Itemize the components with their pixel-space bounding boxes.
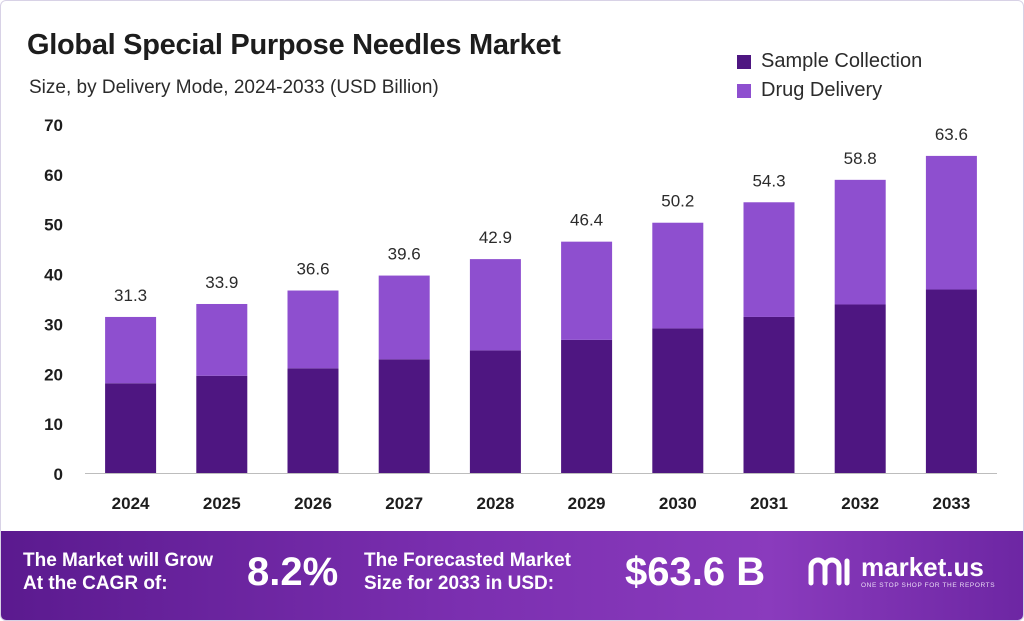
chart-title: Global Special Purpose Needles Market	[27, 29, 561, 61]
y-tick-label: 10	[44, 415, 63, 434]
legend-swatch-drug-delivery	[737, 83, 751, 98]
bar-sample-collection	[743, 316, 795, 473]
forecast-label-line1: The Forecasted Market	[364, 550, 571, 571]
legend: Sample Collection Drug Delivery	[737, 47, 922, 105]
bar-total-label: 31.3	[114, 286, 147, 305]
cagr-label-line1: The Market will Grow	[23, 550, 214, 571]
cagr-value: 8.2%	[247, 550, 339, 594]
legend-label-sample-collection: Sample Collection	[761, 50, 923, 72]
bar-sample-collection	[561, 339, 613, 473]
bar-drug-delivery	[561, 241, 613, 340]
bar-total-label: 46.4	[570, 211, 603, 230]
bar-total-label: 36.6	[296, 260, 329, 279]
bar-sample-collection	[196, 375, 248, 473]
bar-total-label: 54.3	[752, 171, 785, 190]
x-tick-label: 2030	[659, 494, 697, 513]
y-tick-label: 40	[44, 266, 63, 285]
legend-label-drug-delivery: Drug Delivery	[761, 79, 883, 101]
x-tick-label: 2024	[112, 494, 150, 513]
x-tick-label: 2033	[932, 494, 970, 513]
y-tick-label: 60	[44, 166, 63, 185]
bar-drug-delivery	[834, 179, 886, 305]
forecast-label: The Forecasted Market Size for 2033 in U…	[364, 549, 571, 595]
summary-banner: The Market will Grow At the CAGR of: 8.2…	[1, 531, 1023, 620]
bar-drug-delivery	[469, 259, 521, 351]
chart-subtitle: Size, by Delivery Mode, 2024-2033 (USD B…	[29, 77, 439, 98]
x-tick-label: 2025	[203, 494, 241, 513]
bar-drug-delivery	[652, 222, 704, 329]
x-tick-label: 2028	[476, 494, 514, 513]
bar-total-label: 33.9	[205, 273, 238, 292]
x-tick-label: 2029	[568, 494, 606, 513]
bar-total-label: 39.6	[388, 245, 421, 264]
bar-total-label: 63.6	[935, 125, 968, 144]
brand-tagline: ONE STOP SHOP FOR THE REPORTS	[861, 581, 996, 589]
brand-logo: market.us ONE STOP SHOP FOR THE REPORTS	[807, 553, 995, 589]
forecast-value: $63.6 B	[625, 550, 766, 594]
bar-drug-delivery	[378, 275, 430, 360]
stacked-bar-chart: 01020304050607031.3202433.9202536.620263…	[44, 116, 997, 513]
bar-drug-delivery	[287, 290, 339, 369]
legend-swatch-sample-collection	[737, 54, 751, 69]
bar-sample-collection	[834, 304, 886, 473]
y-tick-label: 30	[44, 315, 63, 334]
market-us-logo-icon	[808, 557, 850, 586]
y-tick-label: 0	[54, 465, 63, 484]
bar-total-label: 58.8	[844, 149, 877, 168]
y-tick-label: 70	[44, 116, 63, 135]
bar-drug-delivery	[196, 303, 248, 376]
bar-drug-delivery	[925, 155, 977, 290]
x-tick-label: 2026	[294, 494, 332, 513]
bar-sample-collection	[105, 383, 157, 473]
x-tick-label: 2032	[841, 494, 879, 513]
bar-drug-delivery	[105, 316, 157, 384]
y-tick-label: 50	[44, 216, 63, 235]
cagr-label-line2: At the CAGR of:	[23, 573, 168, 594]
bar-sample-collection	[287, 368, 339, 473]
bar-sample-collection	[469, 350, 521, 473]
bar-sample-collection	[925, 289, 977, 473]
legend-item-sample-collection: Sample Collection	[737, 47, 922, 76]
bar-sample-collection	[652, 328, 704, 473]
brand-name: market.us	[861, 551, 984, 582]
x-tick-label: 2031	[750, 494, 788, 513]
cagr-label: The Market will Grow At the CAGR of:	[23, 549, 213, 595]
legend-item-drug-delivery: Drug Delivery	[737, 76, 922, 105]
bar-drug-delivery	[743, 202, 795, 317]
bar-sample-collection	[378, 359, 430, 473]
x-tick-label: 2027	[385, 494, 423, 513]
bar-total-label: 50.2	[661, 192, 694, 211]
bar-total-label: 42.9	[479, 228, 512, 247]
forecast-label-line2: Size for 2033 in USD:	[364, 573, 555, 594]
y-tick-label: 20	[44, 365, 63, 384]
